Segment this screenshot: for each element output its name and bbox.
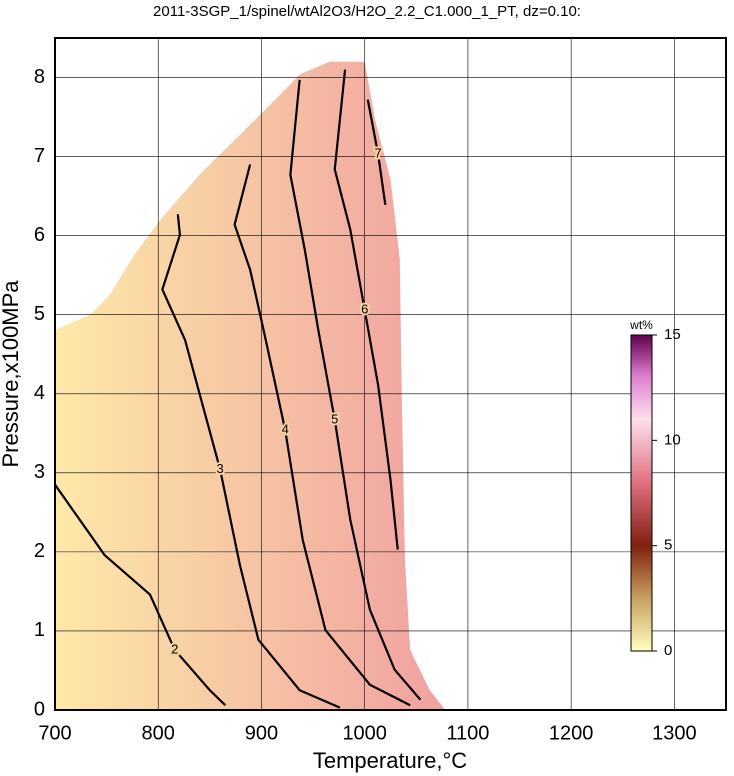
colorbar-tick-label: 0 bbox=[664, 642, 672, 659]
plot-area: 2 3 4 5 6 7 bbox=[55, 38, 726, 710]
contour-line bbox=[233, 164, 411, 707]
contour-label: 5 bbox=[331, 411, 338, 426]
y-tick-label: 2 bbox=[34, 540, 45, 562]
y-tick-label: 1 bbox=[34, 619, 45, 641]
contour-line bbox=[55, 484, 227, 707]
y-tick-label: 3 bbox=[34, 461, 45, 483]
contour-line bbox=[333, 69, 399, 550]
y-axis-label: Pressure,x100MPa bbox=[0, 280, 23, 468]
contour-label: 3 bbox=[217, 461, 224, 476]
contour-line bbox=[161, 214, 341, 709]
contour-label: 7 bbox=[374, 146, 381, 161]
y-tick-label: 4 bbox=[34, 382, 45, 404]
contour-label: 2 bbox=[171, 641, 178, 656]
y-tick-label: 8 bbox=[34, 66, 45, 88]
x-tick-label: 1000 bbox=[342, 722, 387, 744]
x-tick-label: 800 bbox=[142, 722, 175, 744]
phase-region bbox=[55, 61, 446, 710]
overlay: 700 800 900 1000 1100 1200 1300 0 1 2 3 4 5 6 7 8 wt% 0 5 1… bbox=[34, 37, 727, 744]
contour-label: 4 bbox=[282, 422, 289, 437]
x-tick-label: 1200 bbox=[549, 722, 594, 744]
contour-line bbox=[289, 79, 422, 701]
colorbar bbox=[630, 334, 653, 652]
contour-line bbox=[366, 99, 387, 205]
y-tick-label: 6 bbox=[34, 224, 45, 246]
y-tick-label: 0 bbox=[34, 698, 45, 720]
y-tick-label: 7 bbox=[34, 145, 45, 167]
x-tick-label: 1100 bbox=[446, 722, 489, 744]
y-tick-label: 5 bbox=[34, 303, 45, 325]
x-tick-label: 1300 bbox=[652, 722, 697, 744]
colorbar-label: wt% bbox=[629, 318, 653, 332]
plot-frame bbox=[54, 37, 727, 711]
colorbar-tick-label: 15 bbox=[664, 326, 681, 343]
colorbar-tick-label: 10 bbox=[664, 431, 681, 448]
x-tick-label: 900 bbox=[245, 722, 278, 744]
contour-label: 6 bbox=[361, 301, 368, 316]
chart-title: 2011-3SGP_1/spinel/wtAl2O3/H2O_2.2_C1.00… bbox=[153, 3, 581, 20]
x-tick-label: 700 bbox=[38, 722, 71, 744]
x-axis-label: Temperature,°C bbox=[313, 748, 467, 773]
colorbar-tick-label: 5 bbox=[664, 537, 672, 554]
